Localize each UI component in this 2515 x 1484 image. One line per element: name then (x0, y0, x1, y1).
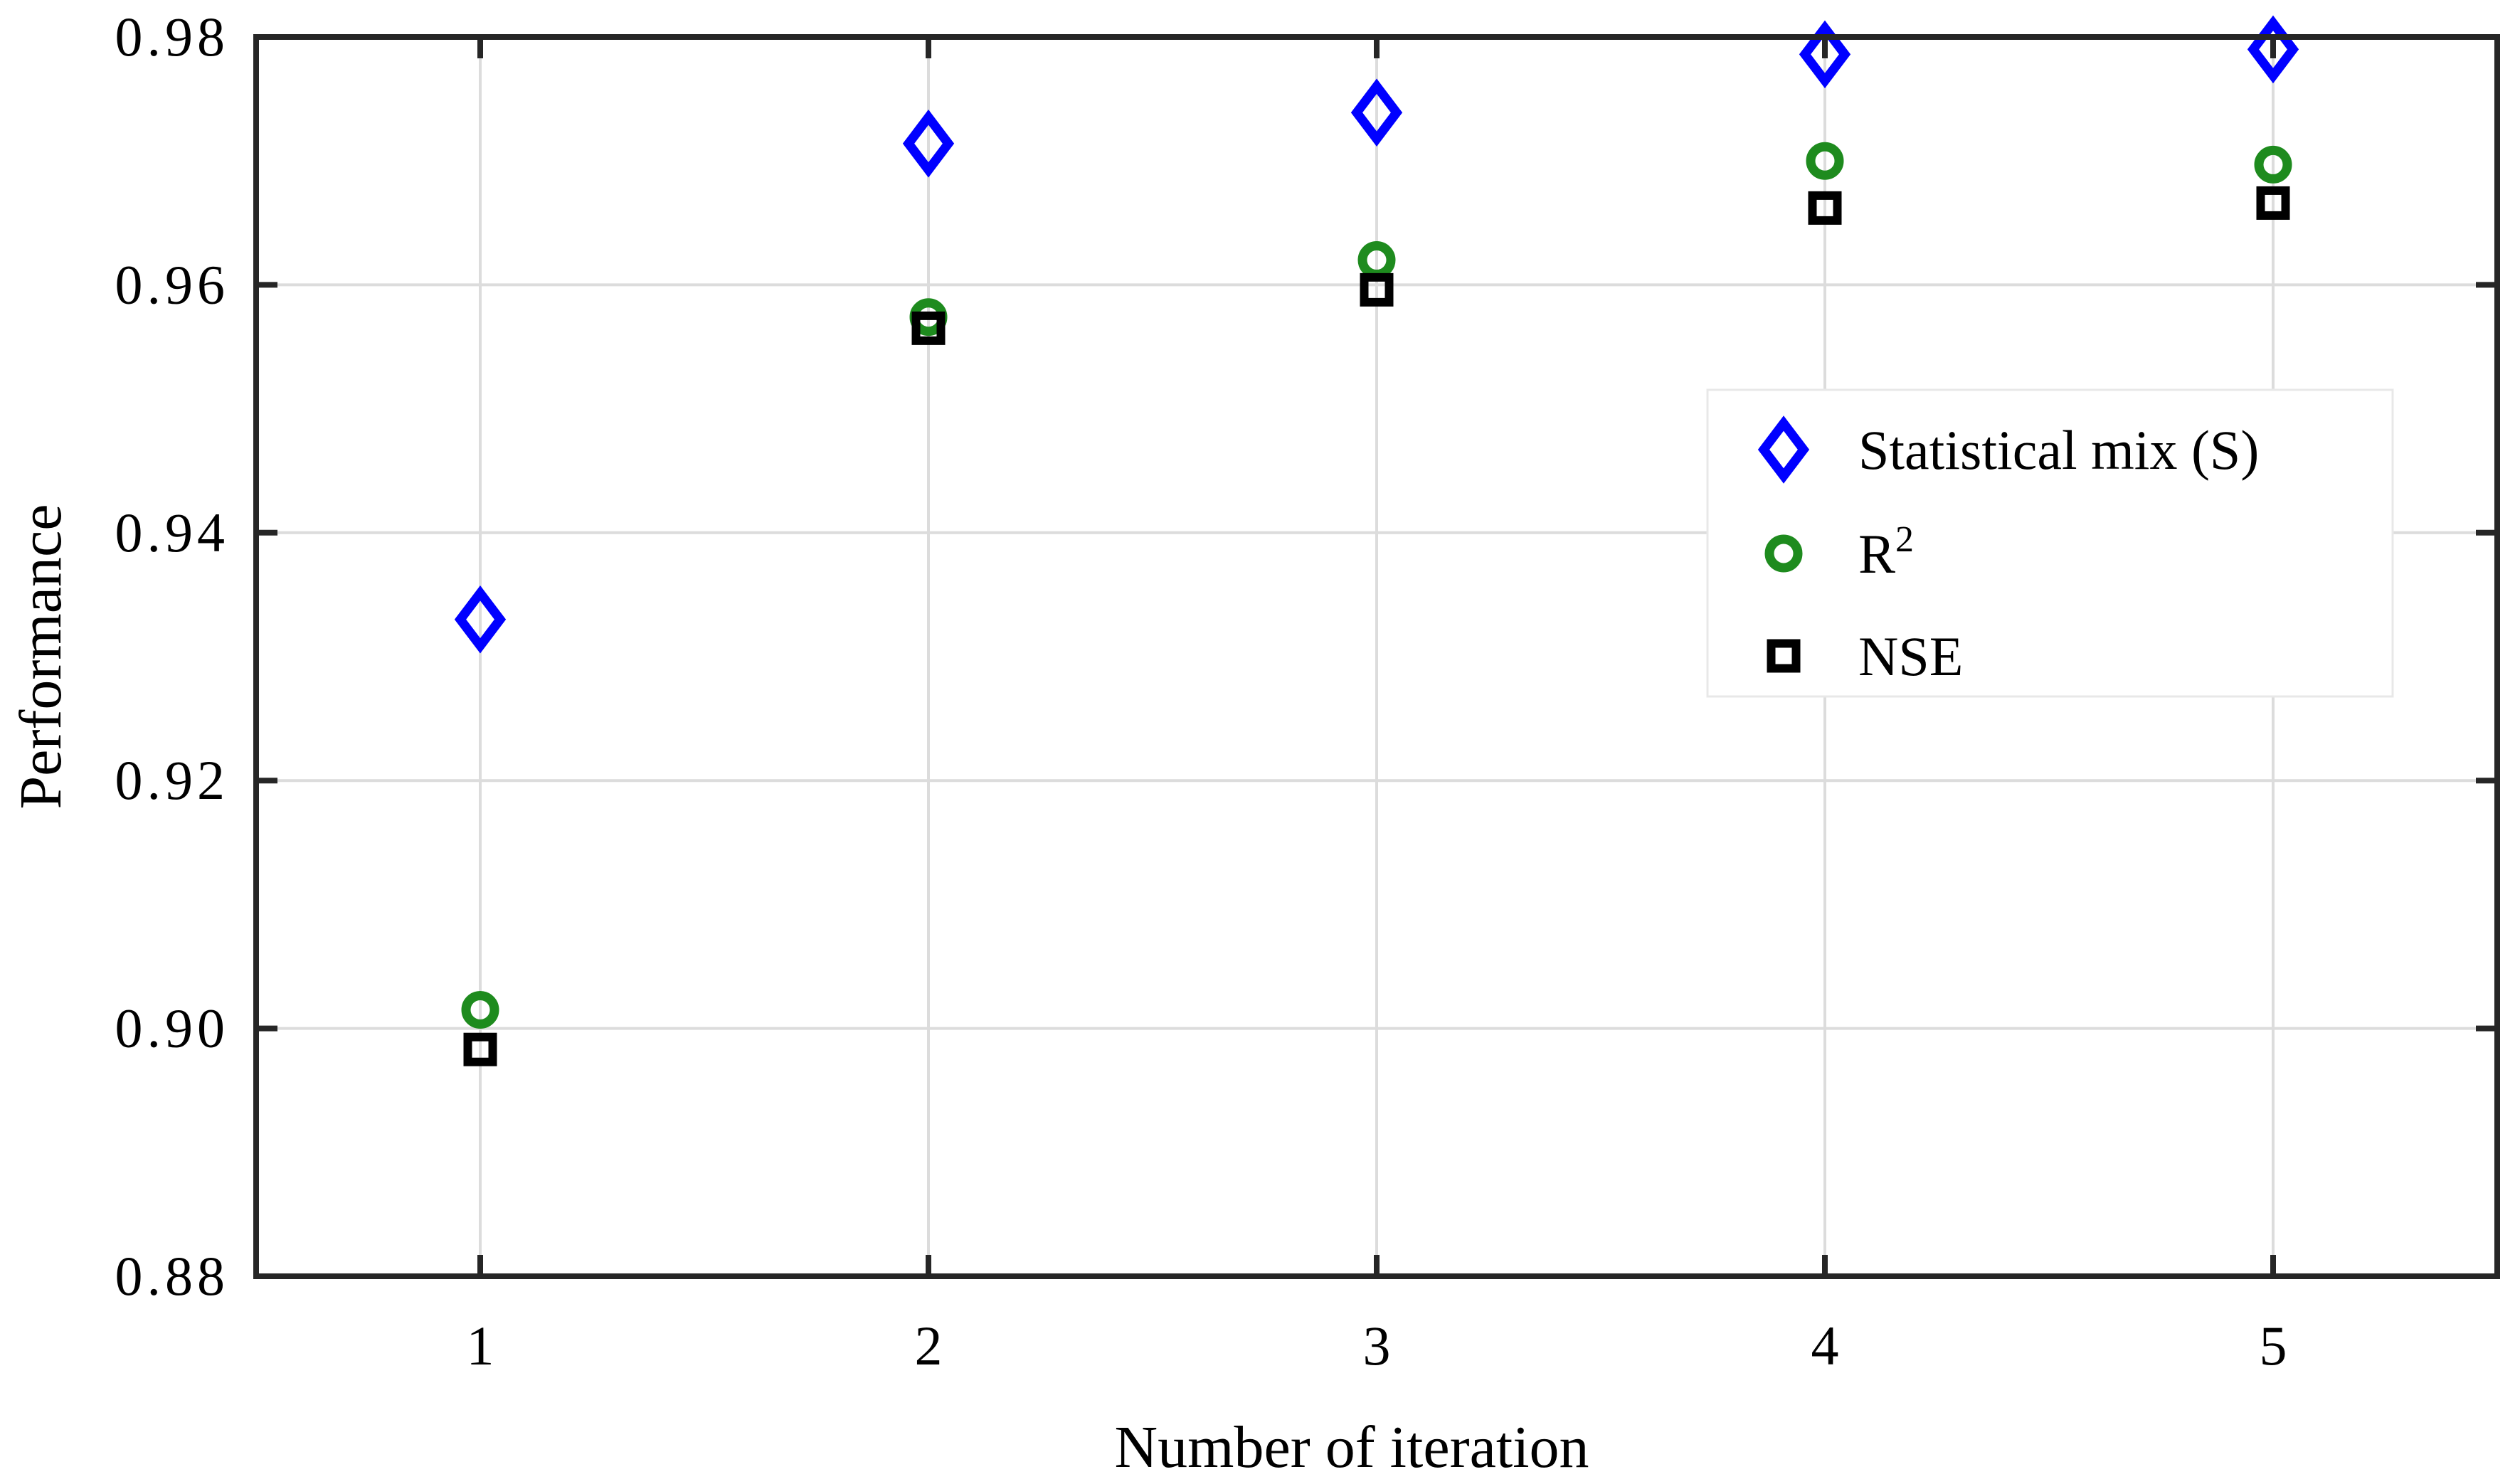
legend: Statistical mix (S) R2 NSE (1706, 388, 2394, 698)
tick-marks (256, 34, 2497, 1279)
legend-row: R2 (1764, 519, 1914, 585)
x-tick-label: 5 (2260, 1315, 2287, 1377)
y-tick-label: 0.96 (115, 253, 230, 315)
square-marker (1360, 272, 1394, 307)
legend-row: Statistical mix (S) (1757, 415, 2259, 484)
square-marker (463, 1032, 497, 1066)
x-tick-label: 4 (1811, 1315, 1839, 1377)
y-tick-label: 0.98 (115, 6, 230, 68)
legend-diamond-icon (1757, 415, 1810, 484)
diamond-marker (902, 110, 955, 178)
diamond-marker (1350, 78, 1403, 147)
legend-row: NSE (1767, 625, 1963, 687)
series-statistical-mix-s- (454, 15, 2299, 654)
x-axis-label: Number of iteration (1114, 1414, 1589, 1480)
y-tick-label: 0.92 (115, 749, 230, 811)
legend-label: NSE (1858, 625, 1963, 687)
circle-marker (1806, 142, 1844, 180)
y-axis-label: Performance (8, 504, 74, 809)
legend-box (1706, 388, 2394, 698)
square-marker (911, 311, 946, 345)
series-nse (463, 186, 2290, 1066)
x-tick-label: 1 (467, 1315, 494, 1377)
y-tick-label: 0.90 (115, 997, 230, 1059)
y-tick-label: 0.88 (115, 1245, 230, 1307)
y-tick-label: 0.94 (115, 502, 230, 563)
square-marker (2256, 186, 2290, 220)
circle-marker (2254, 145, 2292, 184)
square-marker (1808, 191, 1842, 225)
x-tick-label: 2 (915, 1315, 943, 1377)
diamond-marker (454, 585, 507, 654)
legend-square-icon (1767, 639, 1801, 673)
legend-circle-icon (1764, 534, 1803, 573)
series-markers (454, 15, 2299, 1066)
circle-marker (461, 990, 499, 1029)
tick-labels: 1 2 3 4 5 0.88 0.90 0.92 0.94 0.96 0.98 (115, 6, 2287, 1377)
legend-label: Statistical mix (S) (1858, 419, 2259, 481)
diamond-marker (2247, 15, 2299, 84)
diamond-marker (1799, 20, 1851, 89)
legend-label: R2 (1858, 519, 1914, 585)
x-tick-label: 3 (1363, 1315, 1391, 1377)
